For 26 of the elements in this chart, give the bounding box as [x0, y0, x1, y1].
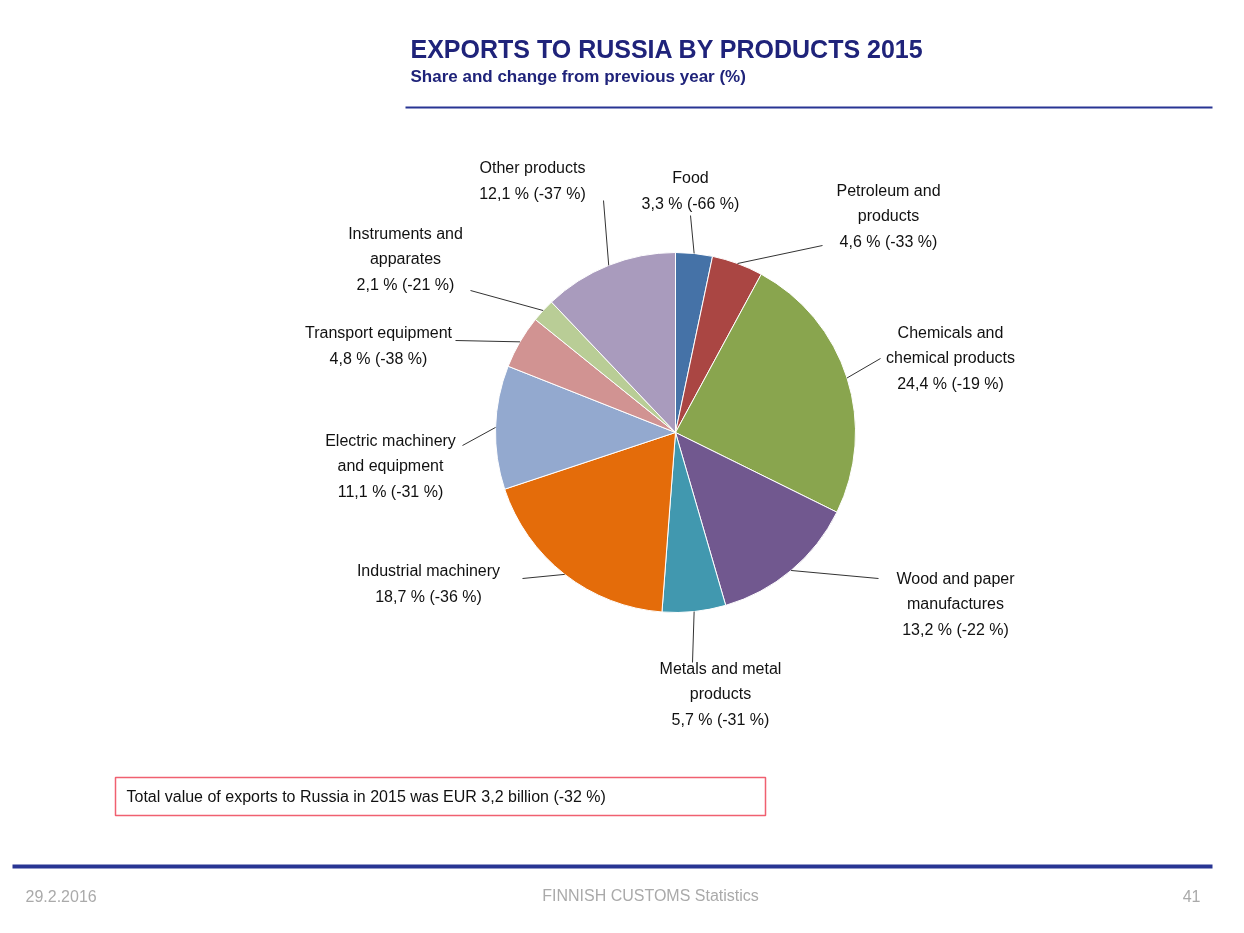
chart-subtitle: Share and change from previous year (%) [410, 67, 746, 86]
slice-label: Transport equipment [304, 324, 453, 342]
chart-title: EXPORTS TO RUSSIA BY PRODUCTS 2015 [410, 34, 923, 63]
data-label: 13,2 % (-22 %) [902, 620, 1009, 638]
data-label: 4,8 % (-38 %) [329, 349, 428, 367]
data-label: 18,7 % (-36 %) [375, 587, 482, 605]
data-label: 24,4 % (-19 %) [897, 374, 1004, 392]
data-label: 4,6 % (-33 %) [839, 232, 938, 250]
slice-label: Chemicals and chemical products [886, 323, 1015, 366]
slice-label: Instruments and apparates [348, 224, 463, 267]
data-label: 5,7 % (-31 %) [671, 710, 770, 728]
data-label: 2,1 % (-21 %) [356, 275, 455, 293]
slice-label: Food [672, 169, 709, 187]
text: 41 [1182, 887, 1201, 905]
slice-label: Electric machinery and equipment [325, 431, 456, 474]
text: Total value of exports to Russia in 2015 was EUR 3,2 billion (-32 %) [126, 788, 606, 805]
slice-label: Industrial machinery [356, 562, 501, 580]
slice-label: Petroleum and products [836, 181, 941, 224]
text: FINNISH CUSTOMS Statistics [542, 887, 759, 904]
slice-label: Metals and metal products [659, 659, 782, 702]
data-label: 11,1 % (-31 %) [337, 482, 444, 500]
slice-label: Other products [479, 159, 586, 177]
slice-label: Wood and paper manufactures [896, 569, 1016, 612]
data-label: 3,3 % (-66 %) [641, 194, 740, 212]
data-label: 12,1 % (-37 %) [479, 184, 586, 202]
text: 29.2.2016 [25, 887, 97, 905]
